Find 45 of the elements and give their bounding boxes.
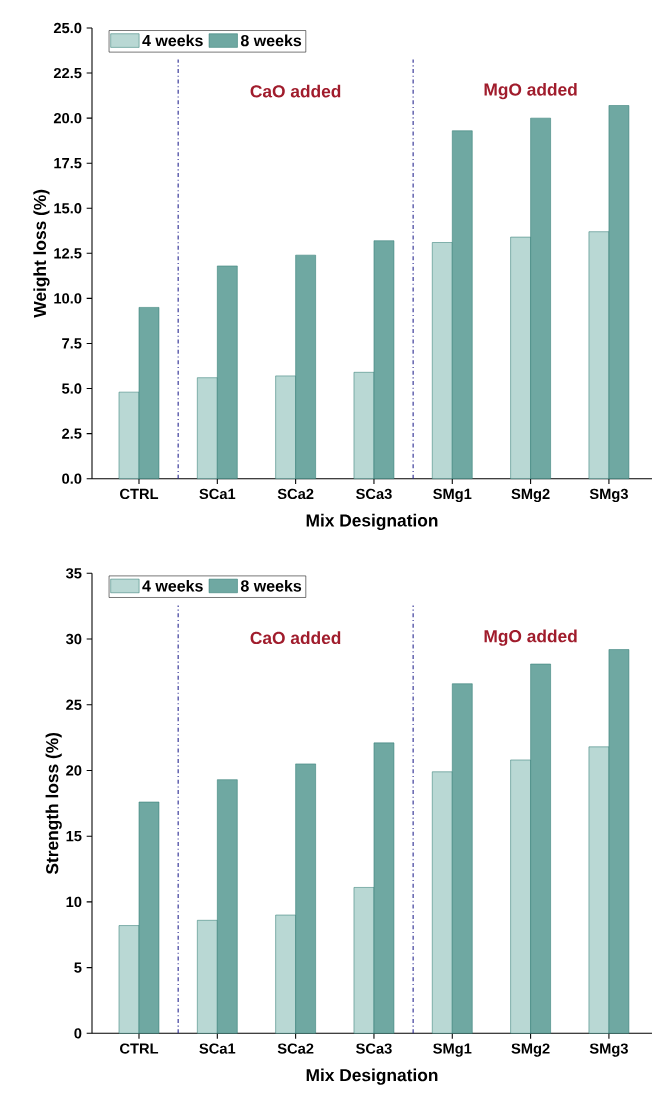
y-tick-label: 25 (66, 699, 82, 710)
y-tick-label: 20 (66, 765, 82, 776)
legend-label: 4 weeks (142, 579, 203, 592)
y-tick-label: 0.0 (62, 473, 82, 484)
y-tick-label: 22.5 (53, 67, 82, 79)
x-tick-label: SCa2 (277, 488, 314, 500)
y-tick-label: 15.0 (54, 203, 82, 214)
y-axis-title: Weight loss (%) (33, 189, 50, 318)
x-tick-label: SMg2 (511, 1043, 550, 1057)
legend-label: 8 weeks (240, 34, 302, 47)
y-tick-label: 15 (66, 831, 82, 842)
y-tick-label: 5.0 (62, 383, 82, 394)
y-tick-label: 10.0 (54, 293, 82, 304)
y-tick-label: 7.5 (62, 338, 82, 349)
legend-label: 8 weeks (240, 579, 302, 592)
annotation: CaO added (250, 84, 341, 98)
annotation: MgO added (484, 82, 577, 100)
y-tick-label: 0 (74, 1028, 82, 1039)
x-tick-label: SMg1 (433, 1043, 472, 1057)
legend-label: 4 weeks (142, 34, 203, 47)
x-tick-label: SCa1 (199, 488, 236, 500)
x-tick-label: SCa3 (356, 488, 392, 500)
y-tick-label: 17.5 (54, 158, 82, 169)
x-axis-title: Mix Designation (306, 1068, 438, 1085)
x-tick-label: SMg3 (589, 488, 628, 503)
y-tick-label: 5 (74, 962, 82, 973)
x-tick-label: SCa3 (356, 1043, 392, 1054)
y-tick-label: 2.5 (62, 428, 82, 439)
x-axis-title: Mix Designation (306, 513, 438, 531)
x-tick-label: SCa2 (277, 1043, 314, 1054)
y-tick-label: 20.0 (53, 112, 82, 124)
annotation: MgO added (484, 629, 577, 646)
x-tick-label: SMg1 (433, 488, 472, 503)
x-tick-label: SCa1 (199, 1043, 236, 1054)
y-axis-title: Strength loss (%) (45, 732, 62, 875)
annotation: CaO added (250, 631, 341, 645)
y-tick-label: 10 (66, 896, 82, 908)
y-tick-label: 35 (65, 568, 82, 579)
y-tick-label: 25.0 (53, 22, 82, 34)
y-tick-label: 12.5 (54, 248, 82, 259)
x-tick-label: SMg3 (589, 1043, 628, 1057)
x-tick-label: CTRL (120, 488, 159, 500)
y-tick-label: 30 (65, 633, 82, 645)
x-tick-label: CTRL (120, 1043, 159, 1054)
x-tick-label: SMg2 (511, 488, 550, 503)
